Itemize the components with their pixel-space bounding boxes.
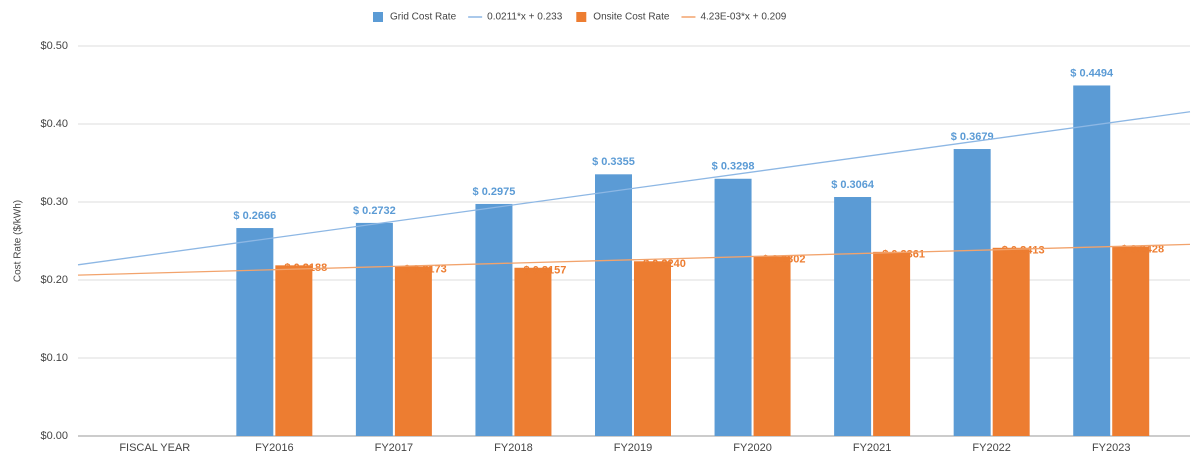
bar (714, 178, 752, 437)
x-tick-label: FY2020 (733, 442, 772, 454)
bar (595, 174, 632, 436)
bar (514, 267, 552, 436)
bar (236, 228, 274, 436)
legend-label: 4.23E-03*x + 0.209 (700, 12, 786, 23)
bar (275, 265, 313, 436)
data-label: $ 0.2361 (882, 249, 925, 261)
x-tick-label: FISCAL YEAR (119, 442, 190, 454)
legend-swatch (373, 12, 383, 22)
x-tick-label: FY2022 (972, 442, 1011, 454)
y-tick-label: $0.00 (40, 430, 68, 442)
data-label: $ 0.2666 (233, 210, 276, 222)
data-label: $ 0.2157 (524, 265, 567, 277)
y-tick-label: $0.40 (40, 118, 68, 130)
data-label: $ 0.3298 (712, 161, 755, 173)
bar (1112, 246, 1150, 436)
y-tick-label: $0.30 (40, 196, 68, 208)
x-tick-label: FY2018 (494, 442, 533, 454)
legend-label: 0.0211*x + 0.233 (487, 12, 563, 23)
bar (834, 197, 872, 436)
x-tick-label: FY2016 (255, 442, 294, 454)
data-label: $ 0.2732 (353, 205, 396, 217)
legend-swatch (576, 12, 587, 22)
bar (394, 266, 432, 436)
bar (753, 256, 791, 436)
y-tick-label: $0.50 (40, 40, 68, 52)
bar (1073, 85, 1111, 436)
trend-line (77, 111, 1191, 266)
data-label: $ 0.2975 (473, 186, 516, 198)
bar (992, 247, 1030, 436)
bar (634, 261, 671, 436)
trend-line (77, 243, 1191, 276)
y-axis-title: Cost Rate ($/kWh) (13, 200, 24, 282)
x-tick-label: FY2017 (375, 442, 414, 454)
x-tick-label: FY2019 (614, 442, 653, 454)
bar (355, 222, 393, 436)
bar (953, 149, 991, 436)
y-tick-label: $0.20 (40, 274, 68, 286)
data-label: $ 0.4494 (1070, 67, 1114, 79)
x-tick-label: FY2021 (853, 442, 892, 454)
data-label: $ 0.3064 (831, 179, 875, 191)
data-label: $ 0.3355 (592, 156, 635, 168)
data-label: $ 0.2413 (1002, 245, 1045, 257)
legend-label: Onsite Cost Rate (593, 12, 670, 23)
legend-label: Grid Cost Rate (390, 12, 457, 23)
x-tick-label: FY2023 (1092, 442, 1131, 454)
bar (873, 251, 911, 436)
bar (475, 203, 513, 436)
data-label: $ 0.2240 (643, 258, 686, 270)
y-tick-label: $0.10 (40, 352, 68, 364)
